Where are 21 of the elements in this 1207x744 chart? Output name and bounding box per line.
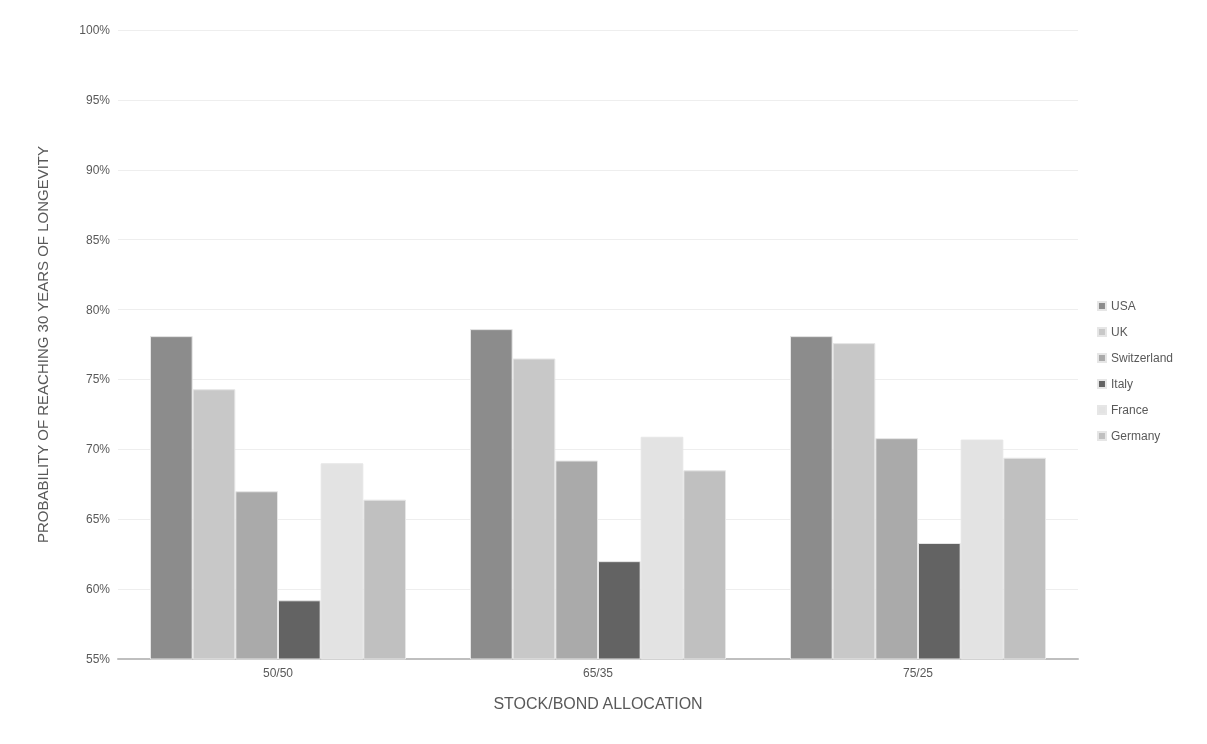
y-tick-label: 55% [85,652,111,666]
legend-label: USA [1110,299,1136,313]
x-tick-label: 65/35 [582,666,614,680]
x-tick-label: 75/25 [902,666,934,680]
legend-label: UK [1110,325,1128,339]
y-tick-label: 85% [85,232,111,247]
x-axis-title: STOCK/BOND ALLOCATION [493,694,703,712]
y-axis-title: PROBABILITY OF REACHING 30 YEARS OF LONGEVITY [34,145,51,544]
legend-label: Germany [1110,429,1161,443]
y-tick-label: 70% [85,442,111,457]
legend-label: France [1110,403,1149,417]
y-tick-label: 90% [85,162,111,177]
y-tick-label: 95% [85,92,111,107]
y-tick-label: 75% [85,372,111,387]
y-tick-label: 80% [85,302,111,317]
legend-label: Switzerland [1110,351,1173,365]
y-tick-label: 100% [79,23,111,37]
x-tick-label: 50/50 [262,666,294,680]
y-tick-label: 60% [85,582,111,597]
legend-label: Italy [1110,377,1133,391]
y-tick-label: 65% [85,512,111,527]
